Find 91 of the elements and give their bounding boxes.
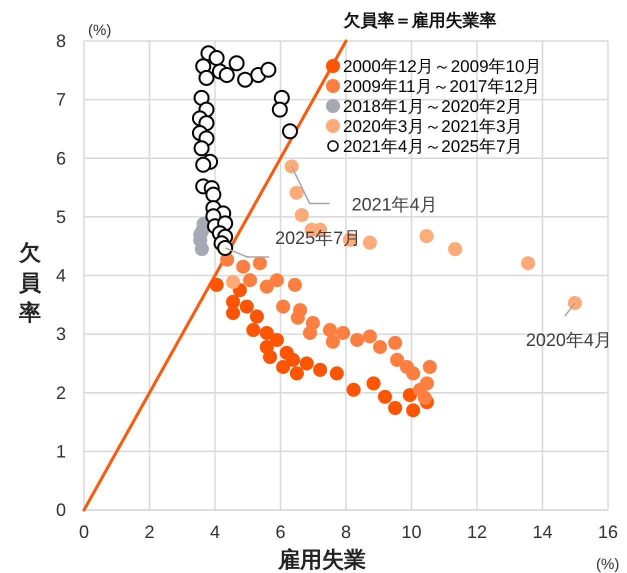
point [260, 326, 274, 340]
point [366, 376, 381, 390]
point [236, 260, 250, 274]
y-axis-title: 欠員率 [18, 240, 42, 325]
point [263, 350, 278, 364]
point [350, 332, 364, 347]
point [270, 332, 284, 347]
annotation: 2021年4月 [352, 194, 438, 214]
y-tick-label: 3 [56, 324, 66, 344]
point [252, 256, 267, 270]
y-tick-label: 0 [56, 500, 66, 520]
point [406, 366, 420, 380]
legend-label: 2020年3月～2021年3月 [343, 117, 523, 136]
y-tick-label: 1 [56, 441, 66, 462]
point [388, 400, 402, 415]
point [198, 70, 214, 86]
point [217, 240, 234, 256]
legend-label: 2021年4月～2025年7月 [343, 137, 523, 156]
point [346, 382, 361, 397]
point [218, 67, 235, 84]
point [521, 256, 536, 270]
point [322, 323, 337, 338]
point [194, 90, 210, 106]
point [276, 360, 290, 374]
point [194, 140, 210, 156]
point [373, 340, 388, 354]
legend-label: 2009年11月～2017年12月 [343, 77, 540, 96]
point [336, 326, 350, 340]
y-tick-label: 4 [56, 266, 66, 286]
point [326, 334, 340, 349]
point [378, 390, 392, 404]
point [294, 208, 309, 222]
point [228, 55, 245, 72]
point [422, 360, 437, 374]
point [272, 102, 288, 118]
point [282, 123, 298, 140]
y-tick-label: 2 [56, 382, 66, 403]
point [260, 62, 276, 78]
point [270, 273, 284, 288]
y-tick-label: 5 [56, 206, 66, 227]
point [210, 278, 224, 292]
point [362, 329, 377, 344]
text: (%) [596, 556, 620, 573]
x-tick-label: 6 [275, 522, 286, 542]
y-tick-label: 8 [56, 31, 66, 51]
x-axis-title: 雇用失業 [277, 547, 366, 572]
point [302, 326, 317, 340]
point [276, 300, 290, 314]
point [568, 296, 582, 310]
legend-label: 2018年1月～2020年2月 [343, 97, 523, 116]
point [237, 72, 254, 88]
point [240, 300, 254, 314]
point [420, 229, 434, 244]
annotation: 2020年4月 [526, 330, 612, 350]
point [205, 186, 222, 203]
x-tick-label: 12 [466, 522, 488, 542]
x-tick-label: 0 [78, 522, 90, 542]
point [290, 310, 305, 325]
x-tick-label: 16 [598, 522, 618, 542]
point [288, 278, 302, 292]
point [246, 323, 260, 338]
text: (%) [88, 22, 112, 39]
point [226, 274, 240, 289]
point [284, 159, 299, 174]
y-tick-label: 7 [56, 90, 66, 110]
point [260, 280, 274, 294]
point [290, 186, 304, 200]
x-tick-label: 4 [210, 522, 220, 542]
point [330, 366, 344, 380]
point [208, 50, 225, 66]
legend-label: 2000年12月～2009年10月 [343, 57, 542, 76]
point [300, 356, 314, 370]
x-tick-label: 8 [340, 522, 352, 542]
y-tick-label: 6 [56, 148, 66, 168]
chart-title: 欠員率＝雇用失業率 [342, 11, 496, 30]
point [250, 310, 264, 324]
point [448, 242, 462, 256]
point [390, 352, 404, 367]
point [418, 391, 432, 406]
point [290, 366, 304, 380]
point [226, 306, 240, 320]
point [286, 352, 300, 367]
point [406, 403, 420, 418]
point [388, 336, 402, 350]
point [243, 273, 258, 288]
point [313, 362, 328, 377]
point [362, 236, 377, 250]
point [195, 156, 212, 173]
x-tick-label: 10 [401, 522, 422, 542]
x-tick-label: 2 [144, 522, 155, 542]
x-tick-label: 14 [532, 522, 553, 542]
